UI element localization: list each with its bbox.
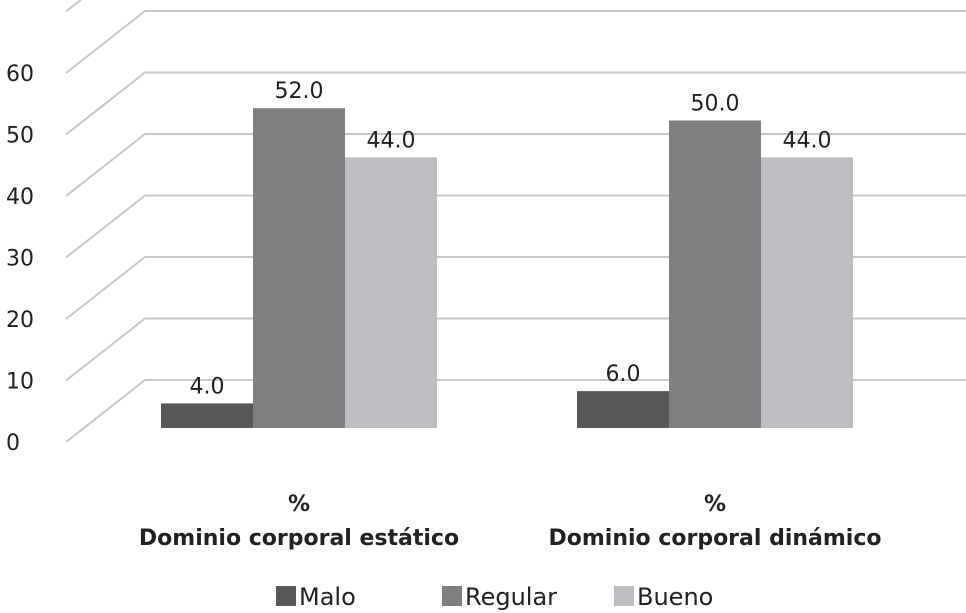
bar-bueno-1 bbox=[345, 157, 437, 428]
data-label: 6.0 bbox=[606, 362, 641, 387]
data-label: 4.0 bbox=[190, 374, 225, 399]
data-labels: 4.0 6.0 52.0 50.0 44.0 44.0 bbox=[190, 79, 832, 399]
legend-swatch-malo bbox=[276, 586, 296, 606]
bars bbox=[161, 108, 853, 428]
y-tick-label: 50 bbox=[6, 124, 34, 149]
y-tick-label: 40 bbox=[6, 185, 34, 210]
y-tick-label: 10 bbox=[6, 370, 34, 395]
bar-bueno-2 bbox=[761, 157, 853, 428]
category-label: Dominio corporal estático bbox=[139, 526, 459, 551]
legend: Malo Regular Bueno bbox=[276, 583, 713, 611]
bar-malo-2 bbox=[577, 391, 669, 428]
gridlines bbox=[65, 0, 966, 443]
category-label: % bbox=[704, 492, 726, 517]
y-tick-label: 20 bbox=[6, 308, 34, 333]
y-tick-label: 30 bbox=[6, 247, 34, 272]
legend-label: Malo bbox=[299, 583, 356, 611]
category-labels: % Dominio corporal estático% Dominio corpo… bbox=[139, 492, 882, 551]
y-axis-tick-labels: 0 10 20 30 40 50 60 bbox=[6, 62, 34, 456]
gridline bbox=[65, 71, 966, 136]
y-tick-label: 0 bbox=[6, 431, 20, 456]
category-label: Dominio corporal dinámico bbox=[549, 526, 882, 551]
data-label: 44.0 bbox=[367, 128, 416, 153]
y-tick-label: 60 bbox=[6, 62, 34, 87]
data-label: 44.0 bbox=[783, 128, 832, 153]
gridline bbox=[65, 0, 83, 13]
data-label: 50.0 bbox=[691, 92, 740, 117]
bar-regular-2 bbox=[669, 120, 761, 428]
legend-label: Regular bbox=[465, 583, 557, 611]
bar-malo-1 bbox=[161, 403, 253, 428]
legend-swatch-regular bbox=[442, 586, 462, 606]
data-label: 52.0 bbox=[275, 79, 324, 104]
legend-label: Bueno bbox=[637, 583, 713, 611]
gridline bbox=[65, 10, 966, 74]
bar-regular-1 bbox=[253, 108, 345, 428]
category-label: % bbox=[288, 492, 310, 517]
legend-swatch-bueno bbox=[614, 586, 634, 606]
